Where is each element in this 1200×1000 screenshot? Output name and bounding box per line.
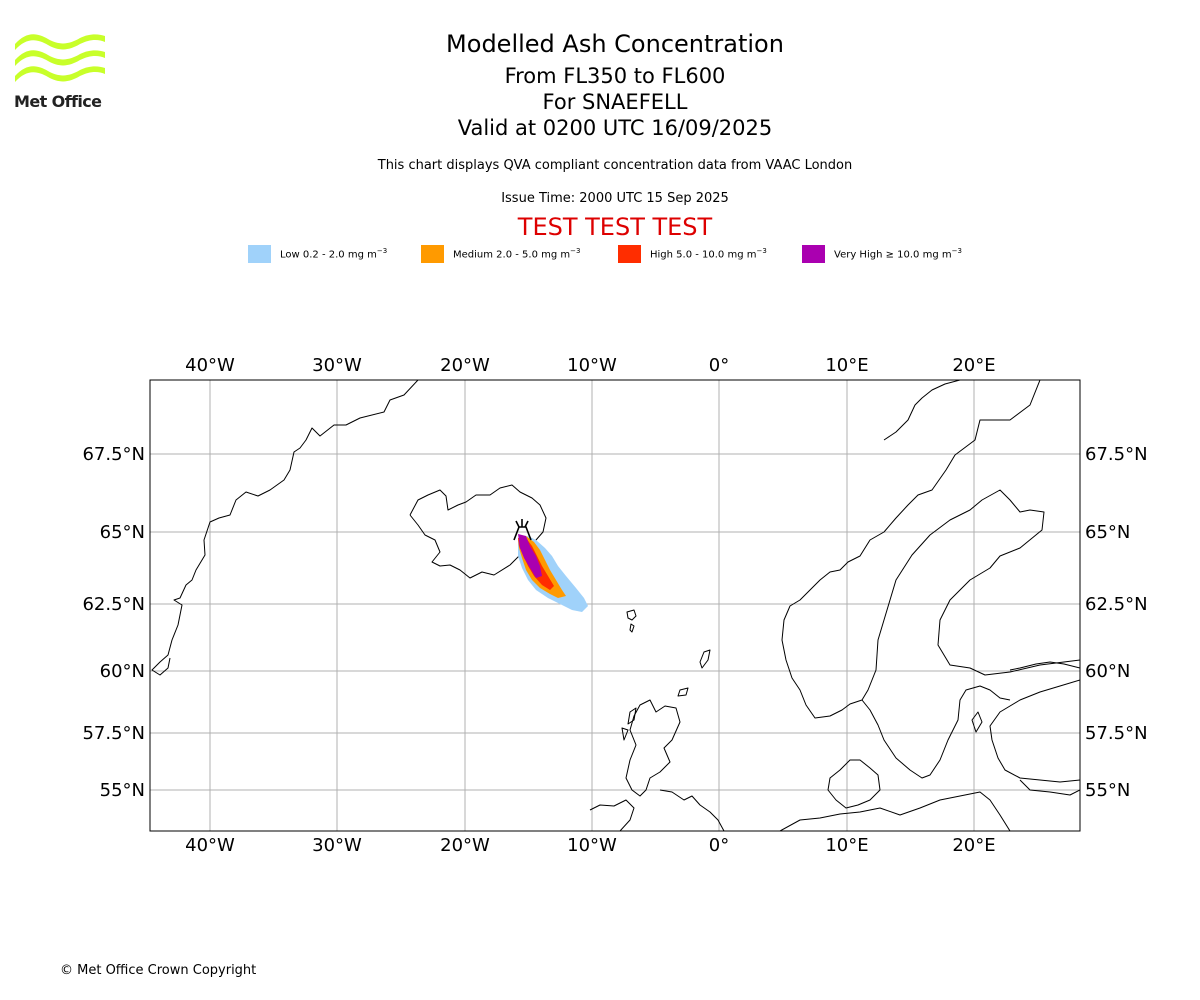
legend-exp-high: −3	[756, 247, 767, 255]
legend-label-very-high: Very High ≥ 10.0 mg m	[834, 249, 952, 261]
legend-swatch-high	[618, 245, 641, 263]
lon-bottom-30w: 30°W	[312, 835, 362, 856]
lon-bottom-0: 0°	[709, 835, 729, 856]
flight-level-range: From FL350 to FL600	[504, 64, 726, 88]
sweden-coast	[861, 489, 1080, 701]
lat-labels-right: 67.5°N 65°N 62.5°N 60°N 57.5°N 55°N	[1085, 444, 1148, 801]
volcano-name: For SNAEFELL	[542, 90, 688, 114]
coastlines	[151, 380, 1080, 831]
lon-bottom-10w: 10°W	[567, 835, 617, 856]
lon-bottom-20e: 20°E	[952, 835, 995, 856]
orkney-islands	[677, 687, 689, 697]
ash-plume	[518, 534, 588, 612]
legend-label-low: Low 0.2 - 2.0 mg m	[280, 249, 377, 261]
legend-swatch-medium	[421, 245, 444, 263]
legend-exp-low: −3	[376, 247, 388, 255]
copyright: © Met Office Crown Copyright	[60, 963, 257, 978]
lat-right-62-5n: 62.5°N	[1085, 594, 1148, 615]
lon-bottom-10e: 10°E	[825, 835, 868, 856]
lon-labels-top: 40°W 30°W 20°W 10°W 0° 10°E 20°E	[185, 355, 995, 376]
lat-left-57-5n: 57.5°N	[82, 723, 145, 744]
lat-left-65n: 65°N	[100, 522, 145, 543]
england-coast	[659, 789, 725, 831]
baltic-coast	[989, 679, 1080, 783]
legend-label-high: High 5.0 - 10.0 mg m	[650, 249, 757, 261]
lat-right-67-5n: 67.5°N	[1085, 444, 1148, 465]
valid-time: Valid at 0200 UTC 16/09/2025	[457, 116, 773, 140]
graticule	[150, 380, 1080, 831]
faroe-islands	[626, 609, 637, 633]
lat-left-67-5n: 67.5°N	[82, 444, 145, 465]
lon-top-20e: 20°E	[952, 355, 995, 376]
germany-poland-coast	[779, 791, 1011, 831]
legend-exp-very-high: −3	[951, 247, 962, 255]
map-frame	[149, 379, 1081, 832]
lat-right-57-5n: 57.5°N	[1085, 723, 1148, 744]
legend-swatch-very-high	[802, 245, 825, 263]
lon-bottom-20w: 20°W	[440, 835, 490, 856]
logo-text: Met Office	[14, 92, 102, 111]
lat-left-62-5n: 62.5°N	[82, 594, 145, 615]
lon-top-20w: 20°W	[440, 355, 490, 376]
volcano-icon	[513, 519, 532, 541]
lat-right-65n: 65°N	[1085, 522, 1130, 543]
scotland-coast	[625, 699, 681, 797]
test-banner: TEST TEST TEST	[517, 213, 713, 241]
met-office-waves-icon	[15, 34, 105, 82]
lon-top-10w: 10°W	[567, 355, 617, 376]
issue-time: Issue Time: 2000 UTC 15 Sep 2025	[501, 191, 729, 206]
shetland-islands	[699, 649, 711, 669]
lon-top-10e: 10°E	[825, 355, 868, 376]
iceland-coast	[409, 484, 547, 579]
lat-left-55n: 55°N	[100, 780, 145, 801]
denmark-coast	[827, 759, 881, 809]
gotland	[971, 711, 983, 733]
legend-exp-medium: −3	[570, 247, 581, 255]
sweden-south-coast	[861, 685, 1011, 779]
lat-right-60n: 60°N	[1085, 661, 1130, 682]
lon-top-40w: 40°W	[185, 355, 235, 376]
legend-swatch-low	[248, 245, 271, 263]
lithuania-latvia	[1019, 779, 1080, 796]
lat-labels-left: 67.5°N 65°N 62.5°N 60°N 57.5°N 55°N	[82, 444, 145, 801]
norway-coast	[781, 380, 1041, 719]
finland-coast	[1009, 661, 1080, 671]
lon-bottom-40w: 40°W	[185, 835, 235, 856]
ireland-coast	[589, 799, 635, 831]
lat-right-55n: 55°N	[1085, 780, 1130, 801]
chart-title: Modelled Ash Concentration	[446, 30, 784, 58]
greenland-coast	[151, 380, 419, 676]
plume-very-high	[518, 534, 542, 578]
lat-left-60n: 60°N	[100, 661, 145, 682]
met-office-logo: Met Office	[14, 30, 106, 112]
qva-note: This chart displays QVA compliant concen…	[377, 158, 853, 173]
hebrides	[621, 707, 637, 741]
legend-label-medium: Medium 2.0 - 5.0 mg m	[453, 249, 571, 261]
lon-labels-bottom: 40°W 30°W 20°W 10°W 0° 10°E 20°E	[185, 835, 995, 856]
lon-top-0: 0°	[709, 355, 729, 376]
lon-top-30w: 30°W	[312, 355, 362, 376]
